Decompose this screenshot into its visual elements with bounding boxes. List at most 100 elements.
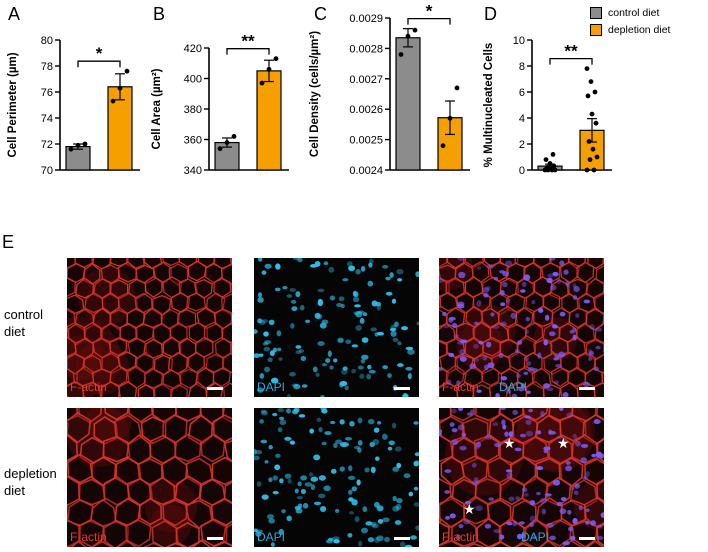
cell-outline <box>446 258 465 269</box>
nucleus <box>320 395 325 397</box>
nucleus <box>515 496 520 501</box>
nucleus <box>339 380 348 387</box>
nucleus <box>528 408 534 413</box>
nucleus <box>289 288 296 293</box>
nucleus <box>524 415 531 419</box>
nucleus <box>396 462 402 469</box>
nucleus <box>401 326 408 331</box>
nucleus <box>566 412 573 418</box>
nucleus <box>295 345 302 349</box>
cell-outline <box>550 336 569 358</box>
star-marker: ★ <box>557 435 570 451</box>
nucleus <box>483 293 489 298</box>
nucleus <box>459 339 468 344</box>
nucleus <box>317 341 325 346</box>
nucleus <box>556 435 563 439</box>
nucleus <box>529 515 536 522</box>
nucleus <box>550 284 557 291</box>
nucleus <box>332 358 338 363</box>
nucleus <box>392 337 399 343</box>
nucleus <box>532 368 538 373</box>
nucleus <box>266 514 275 520</box>
nucleus <box>286 394 291 397</box>
nucleus <box>302 502 309 509</box>
nucleus <box>485 434 493 440</box>
nucleus <box>459 349 466 356</box>
data-point <box>124 68 130 74</box>
nucleus <box>258 353 264 357</box>
nucleus <box>547 273 554 278</box>
cell-outline <box>490 353 511 375</box>
nucleus <box>296 495 303 500</box>
nucleus <box>505 469 513 473</box>
nucleus <box>370 466 376 474</box>
cell-outline <box>596 523 604 547</box>
nucleus <box>254 329 258 335</box>
nucleus <box>472 480 480 486</box>
legend: control diet depletion diet <box>590 4 670 38</box>
nucleus <box>293 408 300 413</box>
nucleus <box>518 521 525 525</box>
cell-outline <box>117 381 138 397</box>
nucleus <box>317 288 325 293</box>
nucleus <box>521 281 527 288</box>
nucleus <box>264 263 272 269</box>
nucleus <box>355 268 361 275</box>
nucleus <box>565 460 571 465</box>
nucleus <box>305 319 311 324</box>
actin-glow <box>67 335 104 381</box>
cell-outline <box>476 518 503 547</box>
nucleus <box>351 344 359 348</box>
nucleus <box>269 350 275 357</box>
nucleus <box>373 427 380 433</box>
nucleus <box>444 469 452 473</box>
y-tick-label: 80 <box>41 35 53 47</box>
nucleus <box>439 277 444 283</box>
cell-outline <box>222 523 232 547</box>
nucleus <box>595 451 603 458</box>
factin-label: F-actin <box>70 380 107 394</box>
nucleus <box>492 325 500 329</box>
nucleus <box>367 537 375 543</box>
nucleus <box>574 483 581 489</box>
nucleus <box>442 311 447 317</box>
nucleus <box>354 516 360 523</box>
cell-outline <box>178 258 198 268</box>
cell-outline <box>67 336 78 358</box>
nucleus <box>360 359 366 364</box>
cell-outline <box>439 408 452 423</box>
nucleus <box>290 299 297 304</box>
nucleus <box>323 261 329 266</box>
y-tick-label: 0 <box>519 165 525 177</box>
nucleus <box>279 478 284 484</box>
nucleus <box>333 539 340 544</box>
nucleus <box>404 544 413 547</box>
cell-outline <box>439 322 456 344</box>
cell-outline <box>490 541 512 547</box>
nucleus <box>575 440 581 447</box>
y-tick-label: 360 <box>184 135 202 147</box>
data-point <box>588 79 594 84</box>
cell-outline <box>498 518 525 547</box>
nucleus <box>531 300 536 305</box>
panel-letter-e: E <box>2 232 15 252</box>
dapi-label: DAPI <box>257 380 286 394</box>
star-marker: ★ <box>503 435 516 451</box>
nucleus <box>486 341 492 348</box>
nucleus <box>500 321 507 327</box>
nucleus <box>357 417 363 424</box>
nucleus <box>312 366 318 373</box>
cell-outline <box>439 291 459 312</box>
nucleus <box>286 515 292 522</box>
nucleus <box>347 475 356 480</box>
cell-outline <box>223 439 232 463</box>
nucleus <box>353 291 359 298</box>
nucleus <box>329 365 334 370</box>
nucleus <box>514 348 520 354</box>
cell-outline <box>67 294 85 315</box>
nucleus <box>260 439 268 444</box>
data-point <box>551 163 557 169</box>
nucleus <box>352 296 360 303</box>
nucleus <box>277 408 285 413</box>
nucleus <box>368 258 374 264</box>
